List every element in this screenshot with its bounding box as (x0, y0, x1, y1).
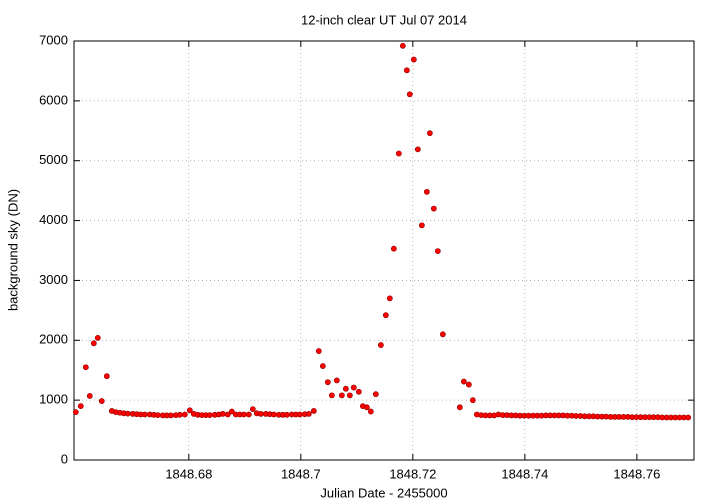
y-tick-label: 5000 (39, 152, 68, 167)
point (224, 411, 231, 418)
point (367, 408, 374, 415)
point (319, 363, 326, 369)
point (167, 412, 174, 419)
point (98, 398, 105, 404)
y-tick-label: 6000 (39, 92, 68, 107)
y-axis-label: background sky (DN) (5, 189, 20, 311)
point (346, 392, 353, 399)
point (338, 392, 345, 399)
plot-frame (73, 40, 695, 461)
x-tick-label: 1848.7 (281, 466, 321, 481)
point (469, 397, 476, 404)
point (328, 392, 335, 399)
point (434, 248, 441, 254)
point (77, 403, 84, 410)
point (355, 388, 362, 395)
point (176, 411, 183, 418)
y-tick-label: 7000 (39, 32, 68, 47)
point (390, 245, 397, 252)
point (350, 384, 357, 391)
x-tick-label: 1848.68 (165, 466, 212, 481)
point (399, 42, 406, 49)
y-tick-label: 2000 (39, 332, 68, 347)
point (283, 411, 290, 418)
point (460, 378, 467, 385)
point (86, 393, 93, 399)
y-tick-label: 0 (61, 451, 68, 466)
point (418, 222, 425, 229)
x-tick-label: 1848.74 (501, 466, 548, 481)
point (245, 411, 252, 418)
point (439, 331, 446, 338)
point (310, 408, 317, 414)
point (406, 91, 413, 98)
point (305, 411, 312, 417)
point (414, 146, 421, 153)
point (219, 411, 226, 417)
point (382, 312, 389, 319)
point (154, 412, 161, 419)
point (186, 407, 193, 414)
point (324, 379, 331, 386)
point (363, 404, 370, 411)
point (395, 150, 402, 157)
point (403, 67, 410, 74)
point (94, 334, 101, 341)
point (270, 411, 277, 418)
point (206, 412, 213, 419)
point (257, 411, 264, 417)
point (82, 364, 89, 371)
point (103, 373, 110, 380)
point (426, 130, 433, 137)
point (240, 411, 247, 418)
point (386, 295, 393, 302)
point (465, 381, 472, 388)
point (296, 411, 303, 418)
point (228, 408, 235, 415)
x-tick-label: 1848.76 (613, 466, 660, 481)
y-tick-label: 4000 (39, 212, 68, 227)
point (430, 205, 437, 212)
y-tick-label: 1000 (39, 392, 68, 407)
x-axis-label: Julian Date - 2455000 (320, 485, 447, 500)
point (377, 342, 384, 348)
point (372, 391, 379, 398)
point (410, 56, 417, 63)
point (685, 414, 692, 421)
point (72, 409, 79, 416)
x-tick-label: 1848.72 (389, 466, 436, 481)
point (181, 411, 188, 418)
point (456, 404, 463, 411)
point (90, 340, 97, 347)
y-tick-label: 3000 (39, 272, 68, 287)
point (249, 406, 256, 413)
point (141, 411, 148, 418)
point (124, 410, 131, 417)
chart-title: 12-inch clear UT Jul 07 2014 (301, 12, 467, 27)
point (333, 377, 340, 384)
point (342, 385, 349, 392)
point (315, 348, 322, 354)
point (423, 188, 430, 195)
